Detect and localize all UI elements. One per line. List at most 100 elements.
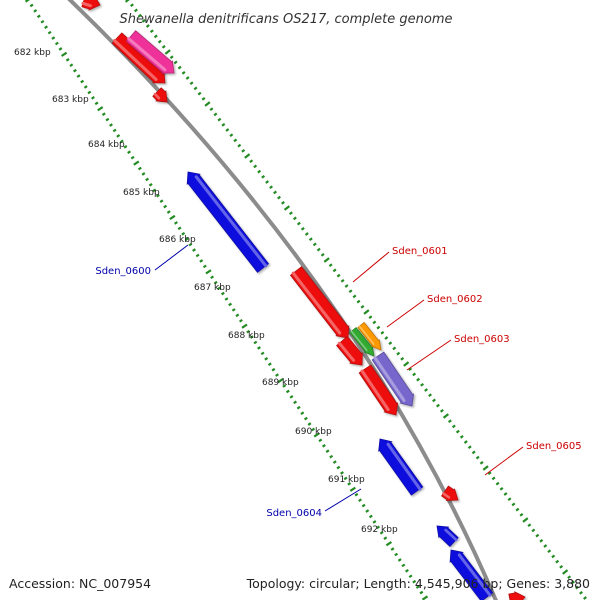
- outer-tick-52: [332, 268, 337, 273]
- gene-feature[interactable]: [358, 364, 399, 416]
- inner-tick-23: [109, 123, 113, 127]
- inner-tick-84: [329, 454, 334, 459]
- gene-feature-highlight: [127, 37, 167, 72]
- gene-feature-highlight: [113, 39, 158, 81]
- outer-tick-111: [567, 575, 572, 580]
- gene-feature[interactable]: [371, 351, 415, 407]
- outer-tick-106: [547, 549, 552, 554]
- outer-tick-109: [559, 564, 564, 569]
- gene-feature-highlight: [373, 356, 406, 403]
- outer-tick-17: [193, 86, 198, 91]
- gene-feature[interactable]: [441, 485, 459, 502]
- gene-feature[interactable]: [289, 266, 350, 339]
- outer-tick-73: [416, 377, 421, 382]
- outer-tick-75: [424, 388, 428, 392]
- gene-labels: Sden_0600 Sden_0601 Sden_0602 Sden_0603 Sden…: [95, 244, 582, 519]
- gene-feature[interactable]: [349, 326, 375, 357]
- inner-tick-3: [36, 14, 41, 19]
- gene-feature-highlight: [444, 528, 458, 542]
- outer-tick-54: [340, 278, 345, 283]
- outer-tick-110: [562, 569, 569, 575]
- gene-features: [81, 0, 526, 600]
- inner-tick-79: [311, 427, 316, 432]
- gene-feature[interactable]: [357, 321, 382, 351]
- outer-tick-36: [269, 185, 273, 190]
- genome-backbone: [67, 0, 498, 600]
- outer-tick-79: [440, 408, 444, 413]
- inner-tick-60: [241, 323, 248, 329]
- inner-tick-7: [51, 36, 56, 40]
- gene-label[interactable]: Sden_0603: [454, 334, 510, 345]
- gene-label-leader: [154, 244, 189, 271]
- tick-label: 684 kbp: [88, 140, 125, 150]
- inner-tick-63: [253, 340, 258, 345]
- outer-tick-88: [475, 455, 480, 460]
- inner-tick-47: [195, 253, 200, 258]
- tick-label: 685 kbp: [123, 188, 160, 198]
- gene-feature[interactable]: [186, 171, 270, 273]
- inner-tick-9: [58, 47, 63, 51]
- outer-tick-0: [124, 0, 130, 3]
- gene-feature-highlight: [386, 442, 422, 491]
- gene-feature[interactable]: [125, 30, 175, 74]
- outer-tick-22: [213, 112, 218, 117]
- outer-tick-102: [531, 528, 536, 533]
- outer-tick-80: [442, 413, 449, 419]
- inner-tick-41: [174, 221, 178, 225]
- gene-feature-highlight: [358, 325, 375, 346]
- inner-tick-65: [260, 351, 265, 356]
- outer-tick-51: [328, 263, 333, 268]
- gene-label[interactable]: Sden_0605: [526, 441, 582, 452]
- outer-tick-78: [436, 403, 440, 408]
- map-title: Shewanella denitrificans OS217, complete…: [120, 12, 453, 27]
- inner-tick-19: [94, 101, 99, 106]
- inner-tick-1: [29, 3, 34, 8]
- gene-label[interactable]: Sden_0604: [266, 508, 322, 519]
- outer-tick-65: [384, 336, 389, 340]
- outer-tick-93: [495, 481, 500, 486]
- inner-tick-10: [60, 51, 68, 57]
- inner-tick-106: [408, 574, 413, 579]
- outer-tick-14: [181, 70, 186, 75]
- gene-feature[interactable]: [508, 591, 526, 600]
- gene-label[interactable]: Sden_0601: [392, 246, 448, 257]
- outer-tick-57: [352, 294, 357, 299]
- gene-feature[interactable]: [336, 335, 363, 366]
- outer-tick-6: [149, 29, 154, 34]
- outer-tick-97: [511, 502, 516, 507]
- inner-tick-85: [332, 460, 337, 464]
- gene-feature[interactable]: [449, 549, 494, 600]
- outer-tick-46: [308, 237, 313, 242]
- inner-tick-6: [47, 30, 52, 35]
- inner-tick-97: [376, 525, 381, 530]
- inner-tick-11: [65, 58, 70, 62]
- inner-tick-33: [145, 177, 150, 182]
- outer-tick-90: [482, 465, 489, 471]
- inner-tick-40: [169, 214, 176, 221]
- gene-label[interactable]: Sden_0602: [427, 294, 483, 305]
- inner-tick-13: [72, 68, 77, 73]
- inner-tick-58: [235, 313, 240, 318]
- inner-tick-21: [101, 112, 106, 116]
- inner-tick-107: [412, 579, 417, 584]
- inner-tick-39: [166, 210, 171, 214]
- inner-tick-103: [397, 558, 402, 562]
- outer-tick-10: [164, 49, 171, 55]
- inner-tick-34: [148, 183, 153, 187]
- outer-tick-29: [241, 148, 246, 153]
- gene-label[interactable]: Sden_0600: [95, 266, 151, 277]
- gene-feature[interactable]: [152, 87, 168, 103]
- outer-tick-114: [579, 590, 583, 595]
- gene-feature[interactable]: [378, 438, 424, 496]
- inner-tick-83: [325, 449, 330, 454]
- gene-label-leader: [484, 446, 524, 476]
- outer-tick-107: [551, 554, 556, 559]
- inner-tick-17: [87, 90, 92, 95]
- inner-tick-89: [347, 482, 352, 486]
- inner-tick-8: [54, 41, 59, 46]
- gene-feature[interactable]: [436, 525, 459, 547]
- outer-tick-66: [388, 341, 393, 346]
- outer-tick-34: [261, 174, 266, 179]
- gene-label-leader: [352, 251, 390, 283]
